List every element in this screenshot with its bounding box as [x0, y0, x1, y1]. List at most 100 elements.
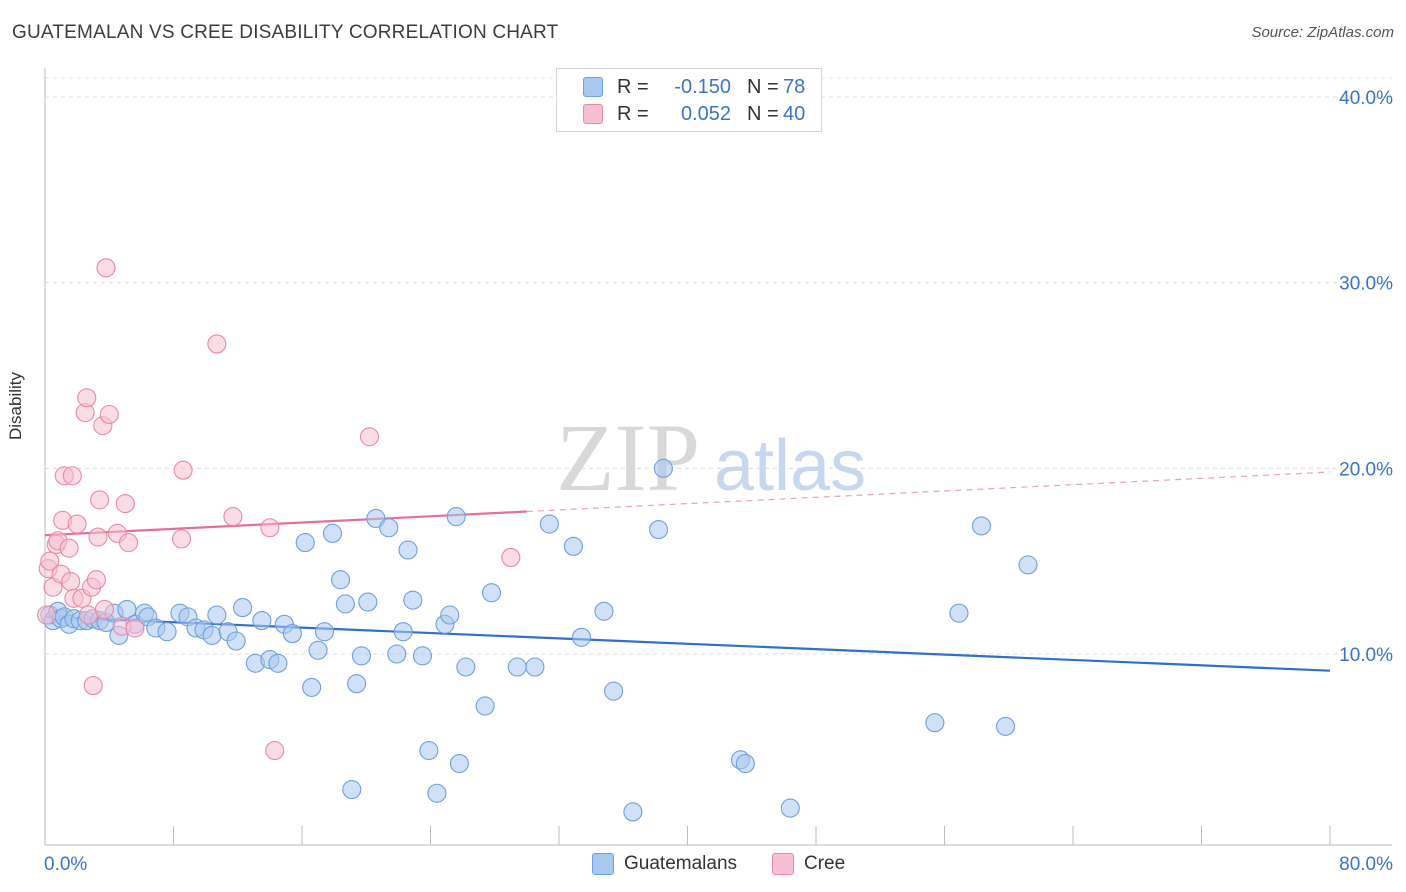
point-guatemalans: [735, 753, 755, 774]
point-guatemalans: [623, 802, 643, 822]
point-guatemalans: [995, 716, 1016, 736]
legend-r-value: 0.052: [680, 102, 731, 125]
point-cree: [115, 494, 135, 514]
point-guatemalans: [330, 570, 351, 590]
legend-n-label: N =: [747, 102, 779, 125]
point-cree: [94, 599, 114, 619]
point-guatemalans: [358, 592, 378, 612]
bottom-legend-swatch-guatemalans: [592, 853, 614, 875]
point-guatemalans: [507, 657, 527, 677]
point-guatemalans: [335, 594, 355, 614]
point-cree: [260, 518, 280, 538]
point-guatemalans: [226, 631, 246, 651]
point-cree: [59, 538, 79, 558]
point-guatemalans: [351, 646, 371, 666]
legend-r-label: R =: [617, 102, 649, 125]
point-guatemalans: [653, 458, 673, 478]
stats-legend: R = -0.150 N = 78 R = 0.052 N = 40: [556, 68, 822, 132]
point-guatemalans: [539, 514, 559, 534]
point-guatemalans: [594, 601, 614, 621]
point-guatemalans: [412, 646, 433, 666]
watermark-zip: ZIP: [556, 404, 700, 511]
point-cree: [171, 529, 192, 549]
point-guatemalans: [398, 540, 418, 560]
point-guatemalans: [252, 611, 272, 631]
point-guatemalans: [649, 520, 669, 540]
x-tick-label: 0.0%: [44, 854, 87, 875]
axes: [44, 68, 1392, 846]
point-cree: [88, 527, 108, 547]
y-tick-label: 40.0%: [1339, 88, 1393, 109]
point-cree: [99, 404, 119, 425]
point-guatemalans: [403, 590, 423, 610]
legend-swatch-cree: [583, 104, 603, 124]
point-cree: [77, 388, 97, 408]
point-guatemalans: [157, 622, 177, 642]
bottom-legend-label-cree: Cree: [804, 853, 846, 874]
legend-n-label: N =: [747, 75, 779, 98]
point-guatemalans: [302, 677, 322, 697]
point-guatemalans: [202, 625, 222, 645]
point-cree: [265, 740, 285, 761]
point-guatemalans: [456, 657, 476, 677]
point-cree: [90, 490, 110, 510]
point-guatemalans: [446, 507, 466, 527]
point-guatemalans: [449, 753, 469, 774]
legend-n-value: 78: [783, 75, 806, 98]
legend-swatch-guatemalans: [583, 77, 603, 97]
trendline-cree-dashed: [526, 471, 1331, 513]
point-guatemalans: [268, 653, 288, 673]
point-guatemalans: [780, 798, 800, 818]
point-guatemalans: [322, 523, 343, 543]
point-cree: [118, 533, 139, 553]
y-tick-label: 20.0%: [1339, 459, 1393, 480]
point-cree: [40, 551, 60, 571]
chart-title: GUATEMALAN VS CREE DISABILITY CORRELATIO…: [12, 22, 559, 43]
point-cree: [359, 427, 380, 447]
point-guatemalans: [342, 779, 362, 800]
legend-row-guatemalans: R = -0.150 N = 78: [583, 75, 805, 99]
point-cree: [78, 605, 98, 625]
point-guatemalans: [233, 598, 253, 618]
point-guatemalans: [314, 622, 335, 642]
grid-lines: [45, 77, 1392, 655]
point-guatemalans: [949, 603, 969, 623]
point-guatemalans: [1018, 555, 1038, 575]
point-guatemalans: [419, 740, 439, 761]
bottom-legend-label-guatemalans: Guatemalans: [624, 853, 738, 874]
point-cree: [62, 466, 82, 486]
point-guatemalans: [475, 696, 495, 716]
legend-row-cree: R = 0.052 N = 40: [583, 102, 805, 126]
legend-r-label: R =: [617, 75, 649, 98]
point-cree: [207, 334, 227, 354]
point-guatemalans: [427, 783, 447, 803]
point-guatemalans: [379, 518, 399, 538]
bottom-legend-cree: Cree: [772, 852, 845, 876]
point-cree: [125, 618, 145, 638]
tick-labels: 10.0% 20.0% 30.0% 40.0% 0.0% 80.0%: [44, 88, 1393, 875]
point-guatemalans: [207, 605, 227, 625]
point-guatemalans: [971, 516, 991, 536]
point-cree: [83, 676, 103, 696]
point-cree: [501, 547, 521, 568]
point-guatemalans: [481, 583, 502, 603]
point-cree: [86, 570, 106, 590]
point-cree: [61, 572, 81, 592]
watermark-atlas: atlas: [714, 426, 866, 506]
point-guatemalans: [525, 657, 545, 677]
data-points: [37, 258, 1038, 822]
point-guatemalans: [308, 640, 328, 660]
point-guatemalans: [366, 508, 386, 529]
point-guatemalans: [925, 713, 945, 733]
point-guatemalans: [440, 605, 460, 625]
y-tick-label: 10.0%: [1339, 645, 1393, 666]
watermark: ZIP atlas: [556, 404, 866, 511]
point-cree: [223, 507, 243, 527]
point-guatemalans: [347, 674, 367, 694]
point-guatemalans: [387, 644, 407, 664]
point-guatemalans: [393, 622, 413, 642]
bottom-legend-guatemalans: Guatemalans: [592, 852, 737, 876]
source-label: Source: ZipAtlas.com: [1251, 24, 1394, 41]
bottom-legend-swatch-cree: [772, 853, 794, 875]
